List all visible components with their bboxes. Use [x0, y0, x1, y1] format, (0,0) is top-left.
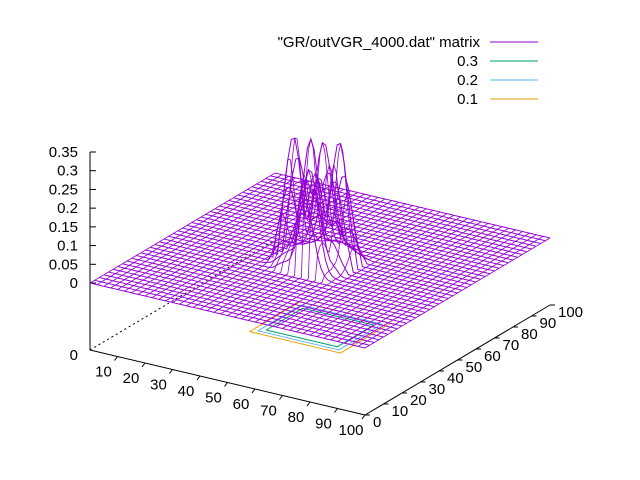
x-tick-label: 30	[150, 377, 167, 394]
x-tick-mark	[169, 369, 173, 374]
x-tick-mark	[141, 362, 146, 368]
x-tick-mark	[279, 395, 283, 400]
surface-line-x	[151, 187, 338, 298]
y-tick-label: 50	[466, 359, 483, 376]
base-tick-label: 0	[70, 347, 78, 364]
x-tick-mark	[306, 401, 311, 407]
y-tick-label: 10	[392, 403, 409, 420]
surface-line-x	[172, 192, 358, 303]
plot-axes	[89, 151, 555, 420]
surface-line-x	[213, 182, 399, 313]
surface-line-x	[165, 190, 351, 302]
z-tick-label: 0.25	[49, 181, 78, 198]
x-tick-mark	[334, 408, 338, 413]
x-tick-mark	[196, 375, 201, 381]
surface-line-x	[289, 219, 475, 331]
surface-line-x	[103, 175, 289, 287]
surface-line-x	[261, 213, 448, 324]
surface-line-x	[268, 214, 454, 326]
surface-line-x	[247, 143, 434, 321]
surface-line-x	[344, 232, 530, 344]
surface-line-x	[323, 227, 509, 339]
surface-line-x	[357, 236, 544, 347]
x-tick-label: 100	[338, 422, 363, 439]
z-tick-label: 0.3	[57, 163, 78, 180]
surface-line-x	[124, 180, 310, 292]
x-tick-mark	[114, 356, 118, 361]
surface-line-x	[158, 188, 344, 300]
x-tick-label: 10	[95, 364, 112, 381]
legend-label-contour-0: 0.3	[457, 53, 478, 70]
surface-line-x	[117, 179, 303, 290]
surface-line-x	[282, 218, 468, 329]
legend-label-surface: "GR/outVGR_4000.dat" matrix	[278, 34, 481, 51]
x-tick-label: 60	[233, 396, 250, 413]
surface-line-x	[351, 234, 537, 346]
x-tick-label: 70	[260, 403, 277, 420]
x-tick-label: 40	[178, 383, 195, 400]
z-tick-label: 0.15	[49, 219, 78, 236]
y-tick-label: 20	[410, 392, 427, 409]
x-tick-mark	[361, 414, 366, 420]
y-tick-label: 80	[521, 326, 538, 343]
x-tick-mark	[224, 382, 228, 387]
surface-line-x	[199, 158, 386, 310]
x-tick-mark	[251, 388, 256, 394]
surface-layer	[89, 137, 551, 349]
z-tick-label: 0	[70, 275, 78, 292]
y-tick-label: 90	[540, 315, 557, 332]
surface-line-x	[96, 174, 283, 285]
y-tick-label: 60	[484, 348, 501, 365]
surface-line-x	[337, 231, 523, 342]
back-y-axis-line	[89, 239, 276, 351]
legend: "GR/outVGR_4000.dat" matrix 0.3 0.2 0.1	[278, 34, 538, 108]
surface-line-x	[192, 197, 379, 308]
surface-line-x	[275, 216, 461, 328]
y-tick-label: 100	[558, 304, 583, 321]
y-tick-label: 0	[373, 414, 381, 431]
x-tick-label: 20	[123, 370, 140, 387]
surface-line-x	[254, 190, 441, 323]
surface-line-x	[302, 223, 489, 334]
legend-label-contour-1: 0.2	[457, 72, 478, 89]
z-tick-label: 0.05	[49, 256, 78, 273]
y-tick-label: 40	[447, 370, 464, 387]
surface-line-x	[309, 224, 496, 336]
y-tick-label: 70	[503, 337, 520, 354]
surface-line-x	[330, 229, 516, 341]
z-tick-label: 0.2	[57, 200, 78, 217]
surface-line-x	[110, 177, 296, 289]
z-tick-label: 0.1	[57, 238, 78, 255]
legend-label-contour-2: 0.1	[457, 91, 478, 108]
surface-line-x	[131, 182, 317, 294]
y-tick-label: 30	[429, 381, 446, 398]
surface-line-x	[316, 226, 503, 337]
x-tick-label: 80	[288, 409, 305, 426]
surface-line-x	[206, 137, 393, 311]
z-tick-label: 0.35	[49, 144, 78, 161]
surface-line-x	[89, 172, 276, 284]
surface-line-x	[296, 221, 482, 333]
surface-line-x	[241, 163, 427, 320]
surface-line-x	[364, 237, 551, 349]
surface-line-x	[220, 142, 406, 315]
x-tick-label: 50	[205, 390, 222, 407]
surface-line-x	[137, 184, 324, 295]
x-tick-label: 90	[315, 416, 332, 433]
